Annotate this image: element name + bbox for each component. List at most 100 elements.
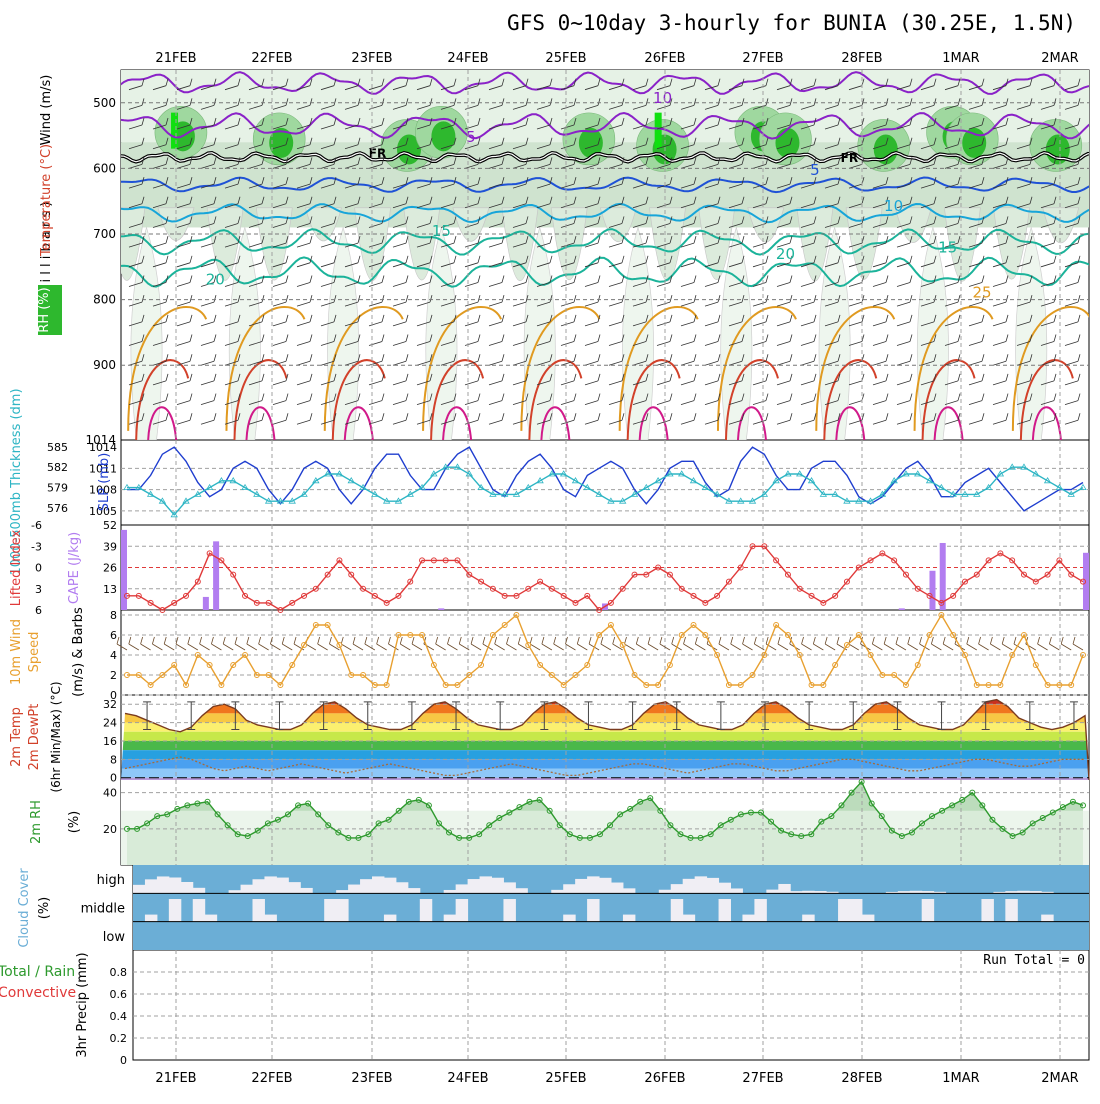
rh-plume [206, 207, 244, 281]
surface-wind-barb [116, 636, 128, 651]
wind-barb [1016, 196, 1033, 209]
temp-contour-30 [528, 359, 583, 440]
wind-barb [512, 117, 529, 130]
wind-speed-line-marker [1056, 682, 1063, 688]
wind-barb [656, 413, 673, 425]
wind-barb [752, 314, 769, 327]
rh2m-line-marker [737, 811, 744, 818]
wind-barb [152, 196, 169, 209]
surface-wind-barb [647, 636, 659, 651]
surface-wind-barb [718, 636, 730, 651]
temp-contour-35 [442, 406, 473, 440]
cloud-high-clear [360, 879, 373, 894]
wind-barb [872, 255, 889, 268]
wind-barb [704, 157, 721, 169]
wind-barb [392, 255, 409, 268]
wind-barb [1064, 373, 1081, 386]
wind-barb [296, 216, 313, 228]
wind-barb [608, 117, 625, 130]
rh-units-axis-title: (%) [67, 811, 82, 834]
thickness-axis-title: 1000-500mb Thickness (dm) [9, 388, 24, 575]
wind-barb [752, 98, 769, 110]
wind-barb [1040, 176, 1057, 189]
rh2m-line-marker [1009, 833, 1016, 840]
wind-barb [992, 314, 1009, 327]
lifted-index-line-marker [950, 592, 957, 599]
thickness-line-marker [1020, 463, 1028, 470]
wind-barb [416, 295, 433, 307]
thickness-line-marker [477, 483, 485, 490]
temp-minmax-bar [1069, 701, 1078, 730]
wind-barb [920, 157, 937, 169]
wind-barb [776, 373, 793, 386]
wind-barb [896, 295, 913, 307]
rh2m-line-marker [1080, 802, 1086, 809]
wind-barb [824, 413, 841, 425]
rh2m-line-marker [627, 805, 634, 812]
thickness-line-marker [807, 477, 816, 484]
wind-barb [560, 216, 577, 228]
rh2m-line-marker [888, 827, 895, 834]
wind-barb [128, 216, 145, 228]
surface-wind-barb [541, 636, 553, 651]
wind-barb [320, 373, 337, 386]
wind-tick-label: 2 [110, 669, 117, 682]
wind-barb [440, 334, 457, 346]
wind-barb [704, 334, 721, 346]
surface-wind-barb [364, 636, 376, 651]
lifted-index-line-marker [348, 571, 355, 578]
wind-barb [752, 295, 769, 307]
wind-barb [1016, 98, 1033, 110]
lifted-index-line-marker [714, 592, 721, 599]
surface-wind-barb [447, 636, 458, 651]
wind-barb [152, 98, 169, 110]
cloud-middle-clear [861, 914, 875, 922]
wind-barb [872, 295, 889, 307]
wind-barb [296, 117, 313, 130]
wind-barb [128, 157, 145, 169]
wind-barb [872, 117, 889, 130]
cloud-high-clear [144, 879, 158, 894]
panel-frame-slp [120, 439, 1090, 526]
wind-barb [1064, 117, 1081, 130]
wind-barb [248, 255, 265, 268]
wind-barb [464, 117, 481, 130]
wind-barb [872, 157, 889, 169]
wind-barb [608, 393, 625, 405]
wind-barb [224, 117, 241, 130]
wind-speed-line-marker [702, 632, 709, 638]
surface-wind-barb [199, 636, 210, 651]
wind-barb [128, 196, 145, 209]
wind-barb [200, 314, 217, 327]
wind-speed-line-marker [407, 632, 414, 638]
surface-wind-barb [635, 636, 647, 651]
wind-barb [968, 196, 985, 209]
wind-barb [656, 295, 673, 307]
rh2m-line-marker [355, 834, 362, 841]
cloud-high-clear [730, 888, 743, 894]
temp-band [121, 731, 1089, 741]
thickness-line-marker [229, 477, 237, 484]
wind-speed-line-marker [867, 652, 874, 658]
wind-barb [416, 354, 433, 366]
lifted-index-line-marker [489, 585, 496, 592]
wind-barb [200, 137, 217, 150]
surface-wind-barb [907, 636, 918, 651]
temp-band [121, 713, 1089, 723]
wind-barb [1016, 117, 1033, 130]
wind-barb [200, 393, 217, 405]
wind-barb [176, 314, 193, 327]
rh2m-line-marker [234, 831, 241, 838]
wind-barb [896, 117, 913, 130]
contour-label: 25 [973, 284, 992, 302]
wind-barb [896, 314, 913, 327]
wind-barb [968, 413, 985, 425]
wind-barb [608, 216, 625, 228]
contour-label: 15 [938, 238, 957, 256]
wind-speed-line-marker [159, 672, 166, 678]
wind-barb [416, 137, 433, 150]
wind-barb [368, 78, 385, 91]
rh2m-line-marker [596, 831, 603, 838]
wind-barb [920, 255, 937, 268]
thickness-line-marker [406, 490, 414, 497]
